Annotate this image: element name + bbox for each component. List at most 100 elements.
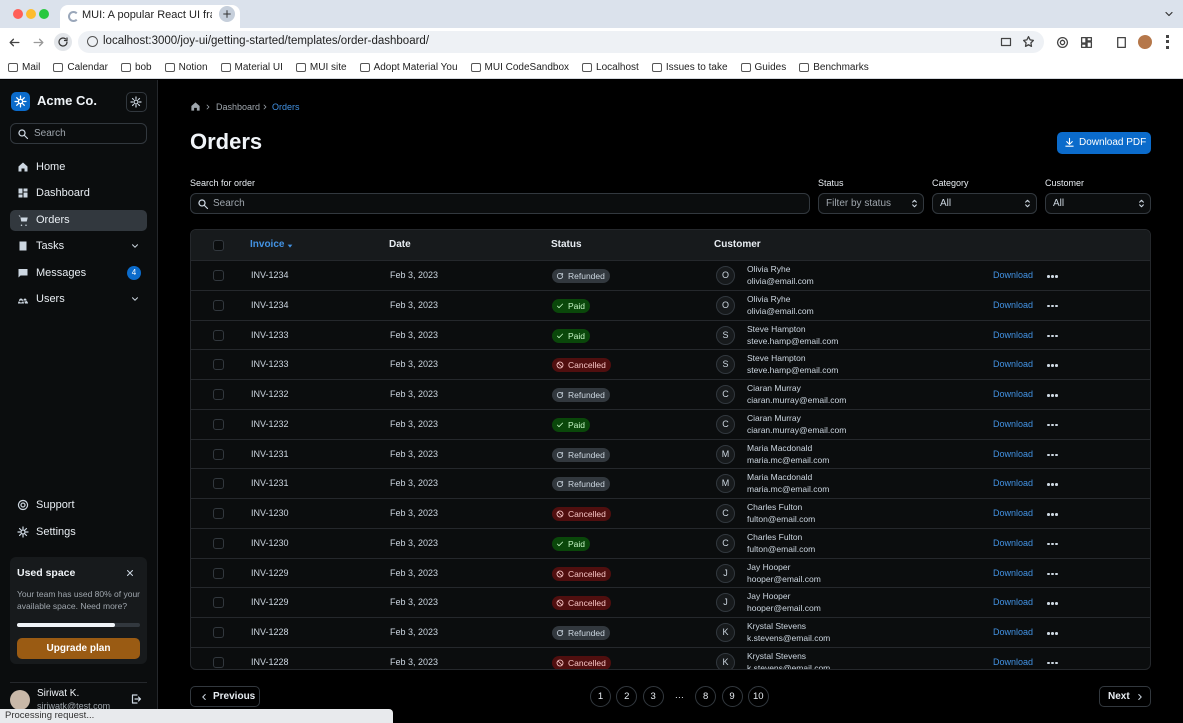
bookmark[interactable]: Adopt Material You	[359, 62, 458, 73]
bookmark[interactable]: Mail	[8, 62, 40, 73]
nav-item[interactable]: Orders	[10, 209, 147, 231]
row-checkbox[interactable]	[213, 537, 224, 549]
row-menu[interactable]	[1043, 506, 1061, 522]
nav-item[interactable]: Home	[10, 157, 147, 178]
profile-avatar[interactable]	[1138, 35, 1152, 49]
table-row[interactable]: INV-1229 Feb 3, 2023 Cancelled J Jay Hooper h…	[191, 588, 1150, 618]
nav-item[interactable]: Tasks	[10, 236, 147, 257]
window-control[interactable]	[13, 9, 23, 19]
url-bar[interactable]: localhost:3000/joy-ui/getting-started/te…	[78, 31, 1044, 53]
row-checkbox[interactable]	[213, 389, 224, 400]
bookmark[interactable]: MUI CodeSandbox	[470, 62, 569, 73]
row-menu[interactable]	[1043, 595, 1061, 611]
row-checkbox[interactable]	[213, 567, 224, 579]
page-button[interactable]: 9	[721, 686, 743, 707]
row-checkbox[interactable]	[213, 270, 224, 281]
page-button[interactable]: 3	[642, 686, 664, 707]
table-row[interactable]: INV-1234 Feb 3, 2023 Refunded O Olivia Ryhe o…	[191, 261, 1150, 291]
table-row[interactable]: INV-1230 Feb 3, 2023 Paid C Charles Fulton fu…	[191, 529, 1150, 559]
row-menu[interactable]	[1043, 476, 1061, 492]
row-menu[interactable]	[1043, 655, 1061, 669]
reload-button[interactable]	[54, 33, 72, 51]
bookmark[interactable]: Guides	[740, 62, 786, 73]
table-row[interactable]: INV-1231 Feb 3, 2023 Refunded M Maria Macdon…	[191, 469, 1150, 499]
download-pdf-button[interactable]: Download PDF	[1057, 132, 1151, 154]
download-link[interactable]: Download	[993, 418, 1034, 429]
table-row[interactable]: INV-1231 Feb 3, 2023 Refunded M Maria Macdon…	[191, 440, 1150, 470]
download-link[interactable]: Download	[993, 270, 1034, 280]
row-menu[interactable]	[1043, 566, 1061, 582]
download-link[interactable]: Download	[993, 597, 1034, 608]
table-row[interactable]: INV-1230 Feb 3, 2023 Cancelled C Charles Ful…	[191, 499, 1150, 529]
row-checkbox[interactable]	[213, 448, 224, 460]
row-checkbox[interactable]	[213, 656, 224, 668]
table-row[interactable]: INV-1232 Feb 3, 2023 Refunded C Ciaran Murra…	[191, 380, 1150, 410]
bookmark[interactable]: MUI site	[295, 62, 347, 73]
menu-dots[interactable]	[1166, 35, 1169, 49]
previous-button[interactable]: Previous	[190, 686, 260, 707]
download-link[interactable]: Download	[993, 537, 1034, 548]
download-link[interactable]: Download	[993, 329, 1034, 340]
window-control[interactable]	[39, 9, 49, 19]
page-button[interactable]: 10	[747, 686, 769, 707]
filter-input[interactable]: All	[932, 193, 1037, 214]
table-row[interactable]: INV-1234 Feb 3, 2023 Paid O Olivia Ryhe olivi…	[191, 291, 1150, 321]
download-link[interactable]: Download	[993, 508, 1034, 518]
row-menu[interactable]	[1043, 298, 1061, 314]
table-row[interactable]: INV-1228 Feb 3, 2023 Cancelled K Krystal Ste…	[191, 648, 1150, 669]
nav-item[interactable]: Users	[10, 289, 147, 310]
nav-item[interactable]: Settings	[10, 522, 147, 543]
row-checkbox[interactable]	[213, 359, 224, 371]
filter-input[interactable]: Filter by status	[818, 193, 924, 214]
download-link[interactable]: Download	[993, 627, 1034, 637]
row-menu[interactable]	[1043, 536, 1061, 552]
page-button[interactable]: 1	[590, 686, 611, 707]
bookmark[interactable]: Benchmarks	[799, 62, 869, 73]
row-checkbox[interactable]	[213, 627, 224, 638]
nav-item[interactable]: Messages 4	[10, 263, 147, 284]
download-link[interactable]: Download	[993, 389, 1034, 399]
row-checkbox[interactable]	[213, 299, 224, 311]
row-checkbox[interactable]	[213, 597, 224, 609]
row-menu[interactable]	[1043, 417, 1061, 433]
row-checkbox[interactable]	[213, 508, 224, 519]
theme-toggle[interactable]	[126, 92, 147, 112]
page-button[interactable]: 8	[695, 686, 717, 707]
row-checkbox[interactable]	[213, 418, 224, 430]
row-checkbox[interactable]	[213, 240, 224, 251]
bookmark[interactable]: Localhost	[582, 62, 639, 73]
download-link[interactable]: Download	[993, 359, 1034, 370]
row-menu[interactable]	[1043, 387, 1061, 403]
breadcrumb[interactable]: Dashboard	[216, 102, 261, 112]
row-menu[interactable]	[1043, 328, 1061, 344]
nav-item[interactable]: Dashboard	[10, 183, 147, 204]
page-button[interactable]: 2	[616, 686, 638, 707]
download-link[interactable]: Download	[993, 299, 1034, 310]
table-row[interactable]: INV-1229 Feb 3, 2023 Cancelled J Jay Hooper h…	[191, 559, 1150, 589]
row-menu[interactable]	[1043, 625, 1061, 641]
column-header[interactable]: Invoice	[250, 239, 285, 250]
row-checkbox[interactable]	[213, 329, 224, 341]
row-menu[interactable]	[1043, 447, 1061, 463]
download-link[interactable]: Download	[993, 567, 1034, 578]
download-link[interactable]: Download	[993, 478, 1034, 489]
filter-input[interactable]: All	[1045, 193, 1151, 214]
table-row[interactable]: INV-1232 Feb 3, 2023 Paid C Ciaran Murray cia…	[191, 410, 1150, 440]
window-control[interactable]	[26, 9, 36, 19]
table-row[interactable]: INV-1228 Feb 3, 2023 Refunded K Krystal Stev…	[191, 618, 1150, 648]
row-menu[interactable]	[1043, 357, 1061, 373]
table-row[interactable]: INV-1233 Feb 3, 2023 Cancelled S Steve Hampt…	[191, 350, 1150, 380]
filter-input[interactable]: Search	[190, 193, 810, 214]
nav-item[interactable]: Support	[10, 495, 147, 516]
bookmark[interactable]: Issues to take	[651, 62, 728, 73]
download-link[interactable]: Download	[993, 656, 1034, 667]
next-button[interactable]: Next	[1099, 686, 1151, 707]
table-row[interactable]: INV-1233 Feb 3, 2023 Paid S Steve Hampton ste…	[191, 321, 1150, 351]
row-checkbox[interactable]	[213, 478, 224, 490]
row-menu[interactable]	[1043, 268, 1061, 284]
active-tab[interactable]: MUI: A popular React UI fram	[60, 5, 240, 28]
bookmark[interactable]: Calendar	[53, 62, 108, 73]
upgrade-button[interactable]: Upgrade plan	[17, 638, 140, 659]
bookmark[interactable]: Material UI	[220, 62, 283, 73]
bookmark[interactable]: Notion	[164, 62, 208, 73]
